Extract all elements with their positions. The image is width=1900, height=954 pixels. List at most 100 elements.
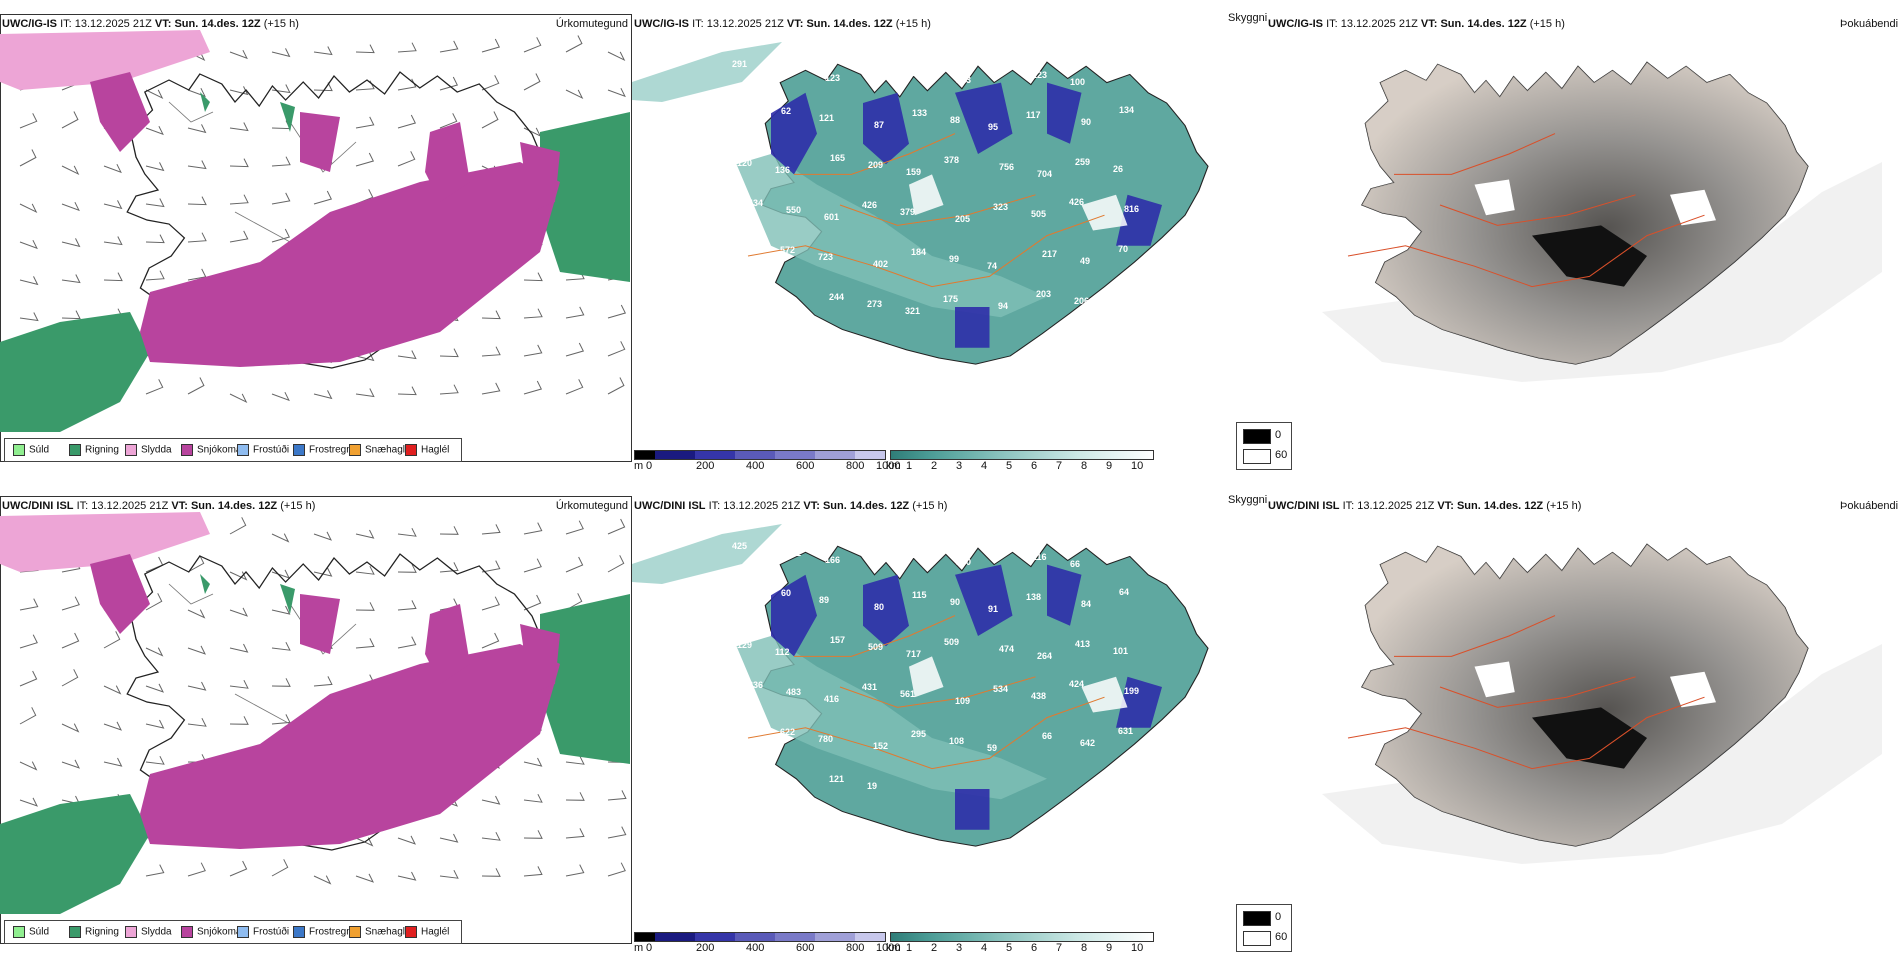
wind-barb: [397, 636, 417, 649]
lead-time: (+15 h): [1546, 500, 1582, 512]
cloud-base-label: 87: [874, 120, 884, 130]
init-time-value: 13.12.2025 21Z: [723, 500, 801, 512]
cloud-header: UWC/IG-IS IT: 13.12.2025 21Z VT: Sun. 14…: [634, 17, 931, 31]
init-time-label: IT:: [1326, 18, 1338, 30]
wind-barb: [19, 761, 38, 771]
wind-barb: [313, 390, 333, 400]
cloud-base-label: 49: [1080, 256, 1090, 266]
wind-barb: [313, 875, 332, 885]
wind-barb: [313, 531, 332, 541]
wind-barb: [397, 564, 417, 573]
precip-type-panel-0: UWC/IG-IS IT: 13.12.2025 21Z VT: Sun. 14…: [0, 12, 632, 462]
colorbar-km-tick: 1: [906, 942, 913, 954]
colorbar-m-unit: m: [634, 942, 644, 954]
wind-barb: [607, 555, 625, 573]
cloud-base-label: 109: [955, 696, 970, 706]
wind-barb: [439, 113, 458, 129]
wind-barb: [355, 152, 375, 167]
colorbar-km-tick: 8: [1081, 460, 1088, 472]
cloud-base-label: 199: [1124, 686, 1139, 696]
legend-label: Súld: [29, 444, 50, 456]
wind-barb: [61, 238, 81, 248]
colorbar-km-tick: 9: [1106, 942, 1113, 954]
wind-barb: [565, 755, 585, 765]
wind-barb: [103, 757, 123, 767]
valid-time-label: VT:: [154, 18, 172, 30]
wind-barb: [607, 341, 626, 357]
cloud-base-label: 209: [868, 160, 883, 170]
init-time-value: 13.12.2025 21Z: [706, 18, 784, 30]
cloud-base-label: 138: [1026, 592, 1041, 602]
wind-barb: [187, 645, 206, 655]
valid-time-label: VT:: [171, 500, 188, 512]
wind-barb: [271, 156, 291, 167]
wind-barb: [229, 86, 249, 96]
wind-barb: [103, 685, 122, 695]
cloud-base-label: 756: [999, 162, 1014, 172]
wind-barb: [481, 111, 499, 129]
wind-barb: [145, 719, 165, 729]
colorbar-m-tick: 800: [846, 942, 865, 954]
cloud-base-label: 116: [1032, 552, 1047, 562]
cloud-map: 425 111 166 93 213 160 115 116 66 188 64 60 89 80 115 9…: [632, 524, 1209, 847]
cloud-base-label: 295: [911, 729, 926, 739]
colorbar-km-tick: 2: [931, 942, 938, 954]
rain-area-east: [540, 112, 630, 282]
precip-legend-item: Frostúði: [237, 926, 289, 938]
cloud-base-label: 123: [825, 73, 840, 83]
cloud-base-label: 723: [818, 252, 833, 262]
wind-barb: [19, 797, 38, 807]
wind-barb: [523, 522, 543, 535]
fog-map: [1322, 543, 1882, 864]
wind-barb: [61, 111, 79, 129]
wind-barb: [19, 276, 39, 286]
colorbar-km-tick: 6: [1031, 942, 1038, 954]
cloud-base-label: 780: [818, 734, 833, 744]
cloud-base-label: 115: [994, 545, 1009, 555]
fog-panel-1: UWC/DINI ISL IT: 13.12.2025 21Z VT: Sun.…: [1236, 494, 1900, 952]
precip-legend-item: Frostregn: [293, 926, 352, 938]
legend-swatch: [69, 444, 81, 456]
cloud-base-label: 205: [955, 214, 970, 224]
sleet-area: [0, 512, 210, 572]
snow-area-central: [140, 644, 560, 849]
legend-label: Snjókoma: [197, 444, 242, 456]
colorbar-m-tick: 400: [746, 460, 765, 472]
wind-barb: [145, 755, 165, 765]
wind-barb: [607, 518, 626, 535]
wind-barb: [145, 683, 164, 693]
cloud-base-label: 111: [787, 548, 801, 558]
wind-barb: [397, 114, 417, 129]
wind-barb: [481, 524, 501, 535]
wind-barb: [229, 230, 249, 243]
road-network: [747, 133, 1105, 288]
cloud-base-label: 123: [1032, 70, 1047, 80]
snow-area-central: [140, 162, 560, 367]
cloud-base-label: 572: [780, 245, 795, 255]
cloud-base-label: 66: [1042, 731, 1052, 741]
precip-legend-item: Snjókoma: [181, 926, 241, 938]
wind-barb: [439, 384, 459, 395]
colorbar-km: [890, 932, 1154, 942]
precip-legend-item: Snæhagl: [349, 444, 405, 456]
wind-barb: [523, 73, 541, 91]
legend-swatch: [293, 926, 305, 938]
wind-barb: [229, 679, 249, 689]
cloud-base-label: 631: [1118, 726, 1133, 736]
fog-legend-light-label: 60: [1275, 449, 1288, 461]
fog-roads: [1347, 133, 1705, 288]
low-cloud-patches: [771, 564, 1162, 830]
wind-barb: [103, 631, 121, 649]
fog-legend-dark-label: 0: [1275, 429, 1282, 441]
wind-barb: [19, 149, 37, 167]
rain-area-east: [540, 594, 630, 764]
dense-fog-area: [1532, 225, 1647, 287]
colorbar-m-tick: 200: [696, 460, 715, 472]
wind-barb: [229, 860, 248, 877]
fog-roads: [1347, 615, 1705, 770]
wind-barb: [187, 681, 207, 691]
wind-barb: [187, 87, 206, 98]
legend-swatch: [293, 444, 305, 456]
fog-legend-dark-label: 0: [1275, 911, 1282, 923]
legend-label: Snæhagl: [365, 444, 406, 456]
